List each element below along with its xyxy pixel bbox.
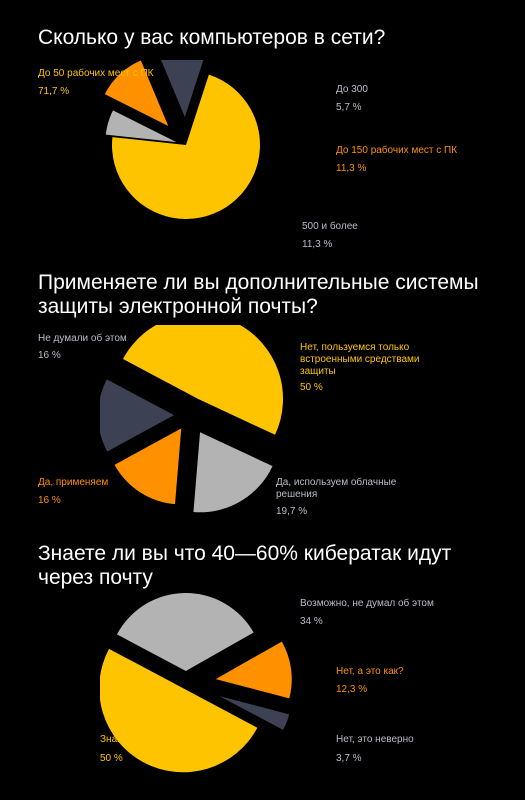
- chart-1-label-1: До 300: [336, 84, 368, 95]
- chart-2-slice-1: [193, 432, 273, 513]
- chart-2-label-0: Нет, пользуемся только встроенными средс…: [300, 342, 420, 377]
- chart-2-slice-3: [100, 379, 175, 452]
- chart-2-title: Применяете ли вы дополнительные системы …: [38, 271, 479, 318]
- chart-2-value-2: 16 %: [38, 495, 61, 506]
- chart-2-label-2: Да, применяем: [38, 477, 109, 488]
- chart-3-label-0: Возможно, не думал об этом: [300, 598, 434, 609]
- chart-3-title: Знаете ли вы что 40—60% кибератак идут ч…: [38, 542, 452, 589]
- chart-3-slice-3: [100, 648, 258, 773]
- chart-2-value-0: 50 %: [300, 382, 323, 393]
- chart-2-value-3: 16 %: [38, 350, 61, 361]
- chart-1-slice-3: [161, 60, 204, 118]
- chart-3-label-2: Нет, это неверно: [336, 734, 414, 745]
- chart-1-value-0: 71,7 %: [38, 86, 70, 97]
- chart-3-slice-2: [219, 696, 290, 730]
- chart-3-value-0: 34 %: [300, 616, 323, 627]
- chart-2-label-1: Да, используем облачные решения: [276, 477, 397, 500]
- chart-1-label-3: 500 и более: [302, 221, 358, 232]
- chart-3-label-1: Нет, а это как?: [336, 666, 404, 677]
- chart-3-pie: [100, 593, 292, 773]
- chart-1-value-2: 11,3 %: [336, 163, 367, 174]
- chart-3-label-3: Знаю: [100, 734, 125, 745]
- chart-3-value-3: 50 %: [100, 753, 123, 764]
- chart-3-value-2: 3,7 %: [336, 753, 362, 764]
- chart-1-value-1: 5,7 %: [336, 102, 362, 113]
- chart-1-slice-2: [104, 60, 169, 126]
- chart-2-pie: [100, 325, 284, 513]
- chart-2-value-1: 19,7 %: [276, 506, 308, 517]
- chart-1-pie: [104, 60, 260, 219]
- chart-2-label-3: Не думали об этом: [38, 333, 127, 344]
- chart-1-label-0: До 50 рабочих мест с ПК: [38, 68, 154, 79]
- chart-1-title: Сколько у вас компьютеров в сети?: [38, 26, 386, 49]
- chart-3-slice-1: [215, 641, 292, 699]
- chart-3-slice-0: [116, 593, 254, 672]
- chart-1-value-3: 11,3 %: [302, 239, 333, 250]
- chart-1-label-2: До 150 рабочих мест с ПК: [336, 145, 458, 156]
- chart-1-slice-0: [111, 74, 260, 219]
- chart-1-slice-1: [105, 110, 177, 143]
- chart-2-slice-0: [122, 325, 284, 435]
- chart-3-value-1: 12,3 %: [336, 684, 368, 695]
- chart-2-slice-2: [114, 428, 182, 505]
